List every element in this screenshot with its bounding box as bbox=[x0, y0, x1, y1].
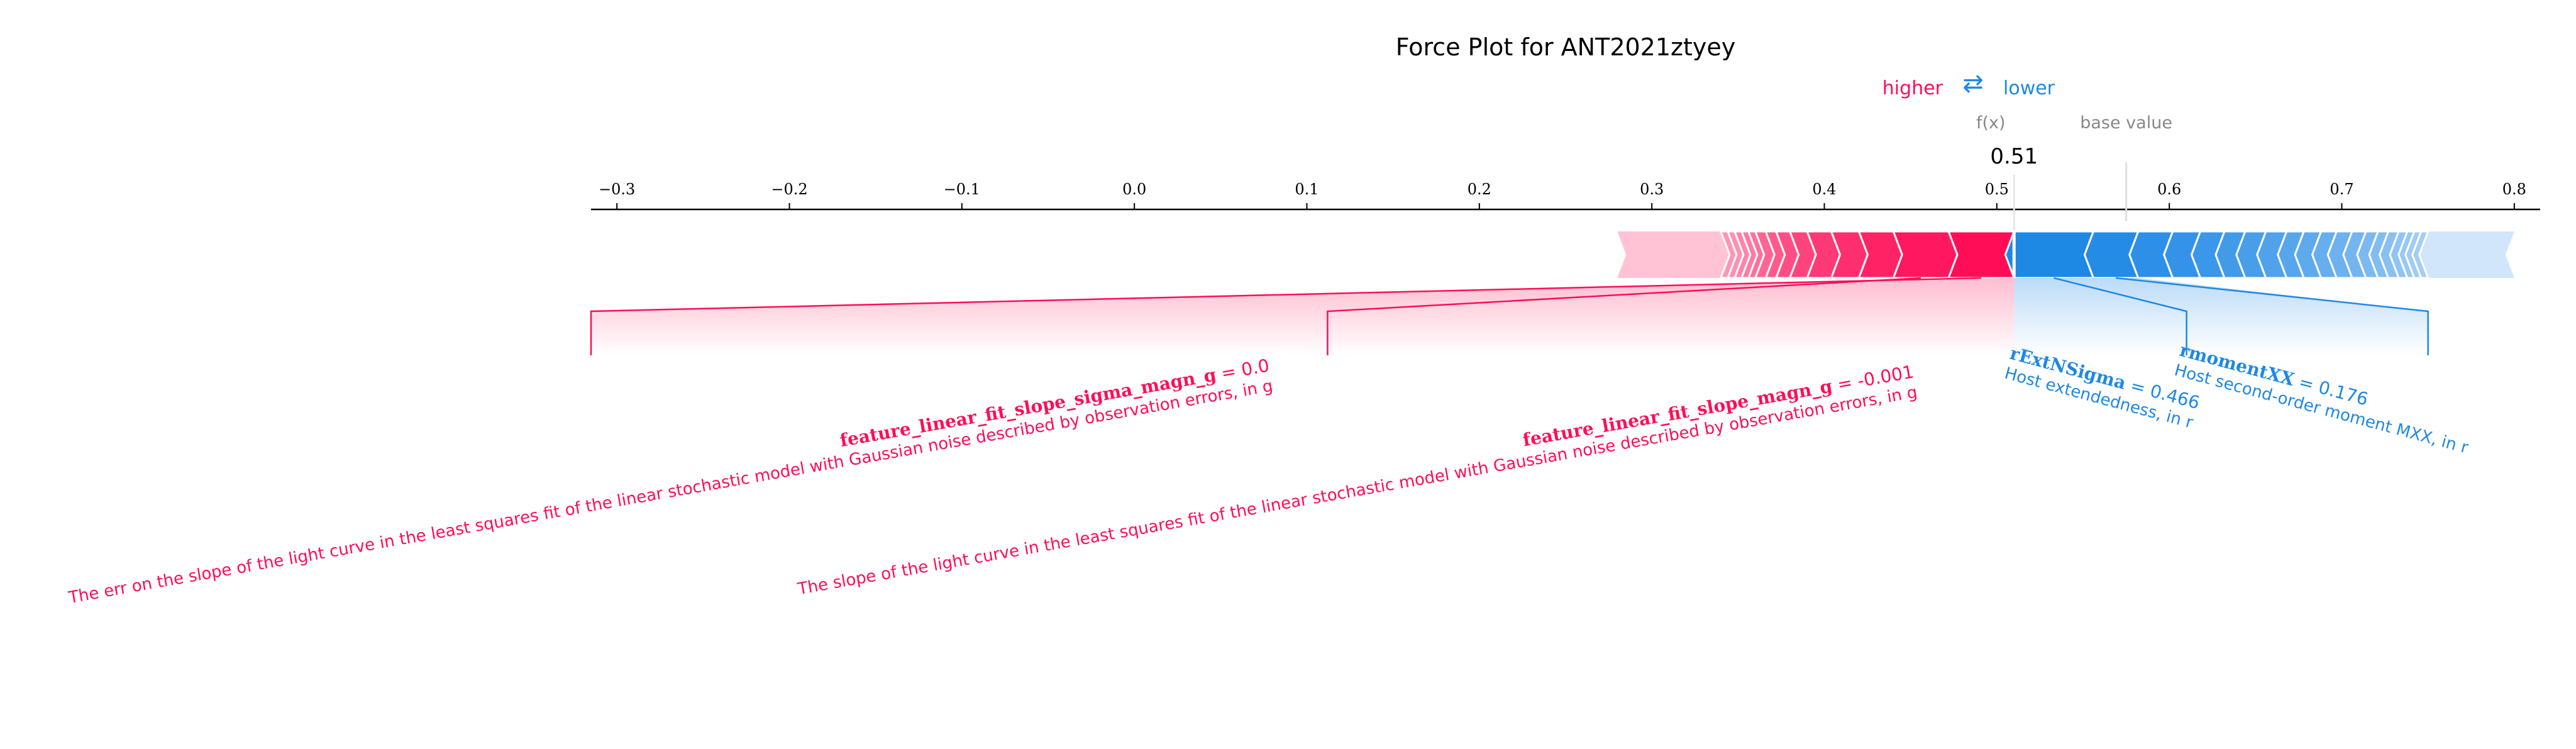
tick-label: 0.2 bbox=[1468, 180, 1491, 198]
tick-label: −0.1 bbox=[944, 180, 980, 198]
legend-lower: lower bbox=[2003, 77, 2055, 99]
tick-label: −0.2 bbox=[771, 180, 807, 198]
negative-gradient bbox=[2014, 278, 2428, 355]
tick-label: 0.5 bbox=[1985, 180, 2009, 198]
tick-label: −0.3 bbox=[599, 180, 635, 198]
feature-labels: feature_linear_fit_slope_sigma_magn_g = … bbox=[67, 340, 2470, 608]
positive-segment bbox=[1719, 230, 1738, 279]
negative-segment bbox=[2411, 230, 2430, 279]
chart-title: Force Plot for ANT2021ztyey bbox=[1396, 33, 1735, 61]
connector-feature_linear_fit_slope_magn_g bbox=[1327, 277, 1921, 355]
negative-segment bbox=[2004, 230, 2095, 279]
feature-label-feature_linear_fit_slope_sigma_magn_g: feature_linear_fit_slope_sigma_magn_g = … bbox=[67, 355, 1274, 608]
connector-rExtNSigma bbox=[2054, 277, 2187, 355]
tick-label: 0.0 bbox=[1122, 180, 1146, 198]
tick-label: 0.8 bbox=[2502, 180, 2526, 198]
feature-description: Host second-order moment MXX, in r bbox=[2172, 361, 2470, 458]
x-axis: −0.3 −0.2 −0.1 0.0 0.1 0.2 0.3 0.4 0.5 0.6 0.7 0.8 bbox=[591, 162, 2540, 231]
value-labels: f(x) base value 0.51 bbox=[1976, 113, 2172, 169]
force-bands bbox=[1617, 230, 2514, 279]
output-value-label: 0.51 bbox=[1990, 144, 2038, 169]
legend-arrows-icon: ⇄ bbox=[1962, 69, 1984, 98]
tick-label: 0.7 bbox=[2330, 180, 2353, 198]
feature-description: The err on the slope of the light curve … bbox=[67, 377, 1274, 608]
tick-label: 0.6 bbox=[2157, 180, 2181, 198]
positive-gradient bbox=[591, 278, 2015, 355]
feature-label-feature_linear_fit_slope_magn_g: feature_linear_fit_slope_magn_g = -0.001… bbox=[796, 361, 1919, 599]
base-value-label: base value bbox=[2080, 113, 2172, 133]
connector-rmomentXX bbox=[2116, 277, 2429, 355]
tick-label: 0.3 bbox=[1640, 180, 1664, 198]
legend: higher ⇄ lower bbox=[1882, 69, 2055, 99]
legend-higher: higher bbox=[1882, 77, 1943, 99]
fx-label: f(x) bbox=[1976, 113, 2006, 133]
tick-label: 0.1 bbox=[1295, 180, 1318, 198]
tick-label: 0.4 bbox=[1812, 180, 1836, 198]
feature-connectors bbox=[590, 277, 2429, 355]
connector-feature_linear_fit_slope_sigma_magn_g bbox=[590, 277, 1982, 355]
